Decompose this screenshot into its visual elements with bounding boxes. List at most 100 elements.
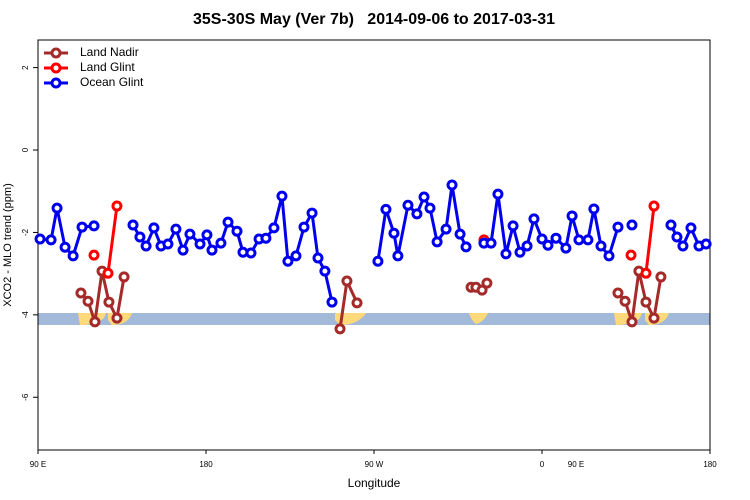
data-point [665,219,677,231]
legend-marker [50,77,62,89]
data-point [103,296,115,308]
legend-label: Land Glint [80,60,135,74]
legend-marker [50,62,62,74]
data-point [319,265,331,277]
data-point [231,225,243,237]
data-point [536,233,548,245]
data-point [418,191,430,203]
legend-marker [50,47,62,59]
data-point [82,295,94,307]
data-point [89,316,101,328]
data-point [140,240,152,252]
data-point [431,236,443,248]
data-point [206,244,218,256]
data-point [276,190,288,202]
data-point [640,267,652,279]
data-point [460,241,472,253]
data-point [326,296,338,308]
data-point [88,220,100,232]
data-point [476,284,488,296]
data-point [75,287,87,299]
data-point [507,220,519,232]
x-tick-label: 180 [199,460,213,469]
data-point [201,229,213,241]
data-point [177,244,189,256]
data-point [134,231,146,243]
data-point [341,275,353,287]
data-point [88,249,100,261]
data-point [640,296,652,308]
data-point [306,207,318,219]
data-point [648,200,660,212]
data-point [671,231,683,243]
data-point [392,250,404,262]
data-point [685,222,697,234]
data-point [595,240,607,252]
data-point [514,246,526,258]
data-point [446,179,458,191]
data-point [625,249,637,261]
data-point [612,287,624,299]
data-point [127,219,139,231]
data-point [588,203,600,215]
data-point [677,240,689,252]
data-point [34,233,46,245]
data-point [521,240,533,252]
data-point [184,228,196,240]
x-tick-label: 90 E [568,460,584,469]
data-point [59,241,71,253]
data-point [603,250,615,262]
data-point [282,255,294,267]
data-point [440,223,452,235]
data-point [388,227,400,239]
x-tick-label: 0 [540,460,545,469]
series-line [106,205,119,274]
data-point [402,199,414,211]
x-tick-label: 90 E [30,460,46,469]
y-tick-label: -6 [21,393,30,401]
y-tick-label: 2 [21,65,30,70]
data-point [500,248,512,260]
data-point [111,200,123,212]
data-point [626,219,638,231]
chart-title: 35S-30S May (Ver 7b) 2014-09-06 to 2017-… [193,11,555,28]
data-point [648,312,660,324]
data-point [260,232,272,244]
data-point [102,267,114,279]
data-point [162,238,174,250]
data-point [550,232,562,244]
data-point [67,250,79,262]
data-point [411,208,423,220]
x-tick-label: 90 W [365,460,384,469]
data-point [492,188,504,200]
data-point [528,213,540,225]
plot-frame [37,39,711,451]
data-point [268,222,280,234]
data-point [298,221,310,233]
data-point [700,238,712,250]
data-point [619,295,631,307]
x-tick-label: 180 [703,460,717,469]
data-point [222,216,234,228]
data-point [118,271,130,283]
data-point [290,250,302,262]
data-point [582,234,594,246]
data-point [194,238,206,250]
data-point [148,222,160,234]
data-point [334,323,346,335]
data-point [45,234,57,246]
legend-label: Ocean Glint [80,75,144,89]
data-point [485,237,497,249]
legend-label: Land Nadir [80,45,139,59]
data-point [560,242,572,254]
surface-band [38,313,710,325]
data-point [626,316,638,328]
data-point [655,271,667,283]
data-point [111,312,123,324]
data-point [573,234,585,246]
data-point [542,239,554,251]
data-point [424,202,436,214]
